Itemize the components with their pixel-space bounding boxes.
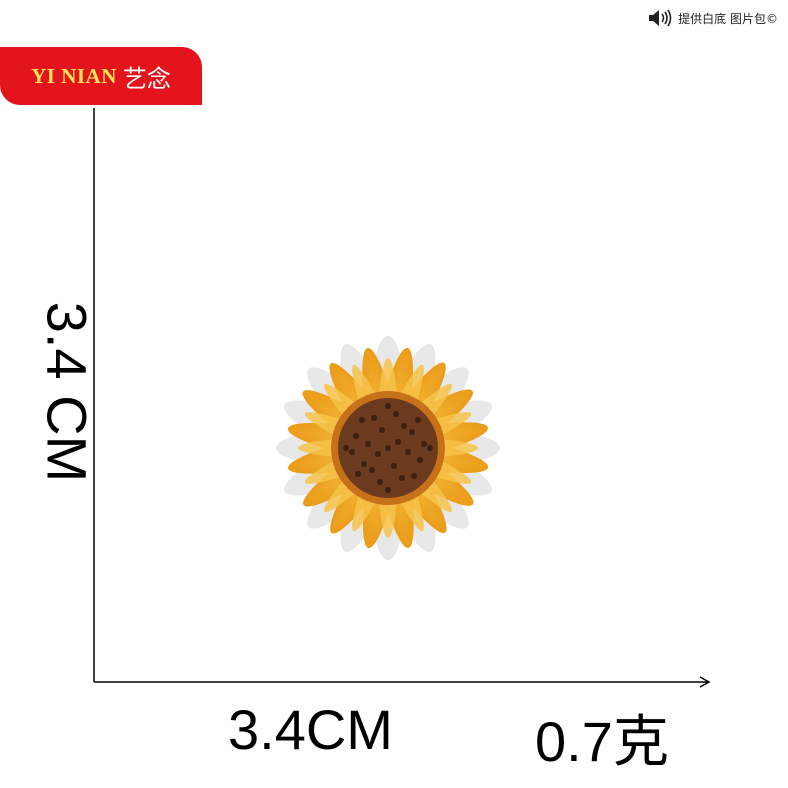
source-note: 提供白底 图片包© — [648, 8, 778, 28]
source-note-text: 提供白底 图片包© — [678, 11, 778, 26]
brand-chinese-name: 艺念 — [122, 64, 171, 93]
brand-latin-name: YI NIAN — [31, 63, 117, 88]
sunflower-patch-image — [276, 336, 500, 560]
brand-badge: YI NIAN 艺念 — [0, 47, 202, 105]
width-label: 3.4CM — [228, 698, 393, 761]
height-label: 3.4 CM — [35, 301, 99, 483]
arrow-right-icon — [699, 676, 711, 688]
weight-label: 0.7克 — [535, 710, 669, 773]
speaker-icon — [649, 9, 672, 27]
